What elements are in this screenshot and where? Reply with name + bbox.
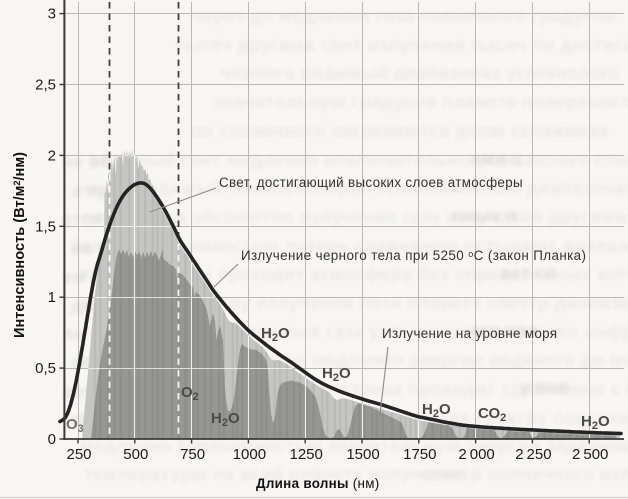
svg-text:2 250: 2 250 xyxy=(515,446,551,463)
svg-text:500: 500 xyxy=(123,446,148,463)
svg-text:Интенсивность (Вт/м2/нм): Интенсивность (Вт/м2/нм) xyxy=(12,152,28,338)
svg-text:250: 250 xyxy=(66,446,91,463)
svg-text:1: 1 xyxy=(48,289,56,306)
svg-text:750: 750 xyxy=(180,446,205,463)
svg-text:2 500: 2 500 xyxy=(572,446,608,463)
svg-text:1250: 1250 xyxy=(290,446,323,463)
svg-text:1750: 1750 xyxy=(403,446,436,463)
svg-text:0,5: 0,5 xyxy=(35,360,56,377)
svg-text:Н2О: Н2О xyxy=(261,325,290,344)
svg-text:1,5: 1,5 xyxy=(35,218,56,235)
svg-text:1500: 1500 xyxy=(346,446,379,463)
svg-text:2 000: 2 000 xyxy=(458,446,494,463)
svg-text:СО2: СО2 xyxy=(478,405,506,424)
svg-text:2: 2 xyxy=(48,147,56,164)
svg-text:Н2О: Н2О xyxy=(322,365,351,384)
svg-text:Н2О: Н2О xyxy=(422,401,451,420)
svg-text:Излучение на уровне моря: Излучение на уровне моря xyxy=(382,326,557,341)
svg-text:1000: 1000 xyxy=(233,446,266,463)
svg-text:Н2О: Н2О xyxy=(211,410,240,429)
svg-text:2,5: 2,5 xyxy=(35,77,56,94)
svg-text:Свет, достигающий высоких слое: Свет, достигающий высоких слоев атмосфер… xyxy=(219,175,523,190)
svg-text:О3: О3 xyxy=(66,416,84,435)
svg-text:Излучение черного тела при 525: Излучение черного тела при 5250 оС (зако… xyxy=(241,248,586,263)
svg-text:Н2О: Н2О xyxy=(581,413,610,432)
svg-text:Длина волны (нм): Длина волны (нм) xyxy=(256,476,380,491)
svg-text:3: 3 xyxy=(48,6,56,23)
svg-text:0: 0 xyxy=(48,431,56,448)
